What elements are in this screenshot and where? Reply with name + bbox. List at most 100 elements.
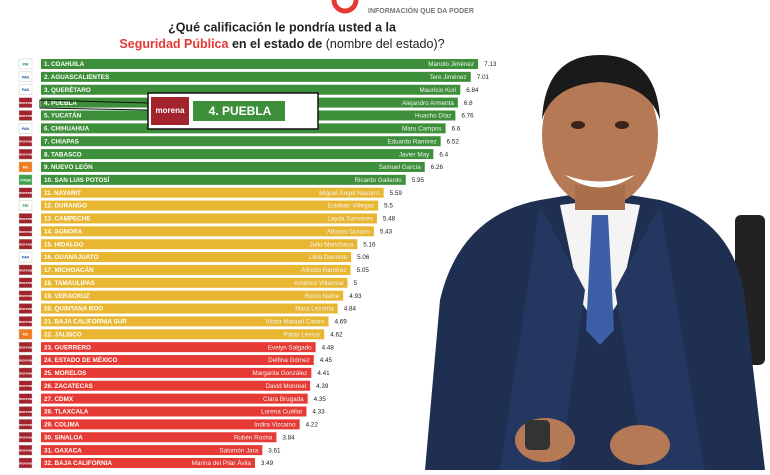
party-icon [18, 380, 33, 391]
party-icon [18, 161, 33, 173]
state-label: 2. AGUASCALIENTES [44, 74, 109, 81]
state-label: 9. NUEVO LEÓN [44, 162, 93, 171]
state-label: 13. CAMPECHE [44, 216, 91, 223]
value-label: 7.13 [484, 61, 497, 68]
governor-label: Mara Lezama [295, 306, 334, 313]
bar [41, 59, 479, 69]
governor-label: Esteban Villegas [327, 203, 374, 210]
state-label: 17. MICHOACÁN [44, 265, 94, 274]
state-label: 12. DURANGO [44, 203, 87, 210]
party-icon [18, 277, 33, 288]
state-label: 1. COAHUILA [44, 61, 85, 68]
state-label: 7. CHIAPAS [44, 138, 79, 145]
state-label: 4. PUEBLA [44, 100, 77, 107]
callout-label: 4. PUEBLA [209, 104, 272, 118]
party-label: morena [19, 461, 33, 465]
value-label: 4.69 [334, 319, 347, 326]
party-icon [18, 123, 33, 134]
state-label: 28. TLAXCALA [44, 409, 89, 416]
state-label: 10. SAN LUIS POTOSÍ [44, 175, 110, 184]
bar [41, 161, 425, 172]
party-icon [18, 316, 33, 327]
bar [41, 290, 344, 301]
bar [41, 393, 308, 404]
party-label: morena [19, 243, 33, 247]
state-label: 5. YUCATÁN [44, 111, 82, 120]
party-label: morena [19, 281, 33, 285]
party-icon [18, 393, 33, 404]
title-line2: Seguridad Pública en el estado de (nombr… [119, 37, 444, 51]
party-label: morena [19, 268, 33, 272]
state-label: 25. MORELOS [44, 370, 86, 377]
governor-label: Marina del Pilar Ávila [192, 458, 252, 467]
bar [41, 316, 329, 327]
value-label: 4.41 [317, 370, 330, 377]
state-label: 32. BAJA CALIFORNIA [44, 460, 112, 467]
governor-label: Alfonso Durazo [327, 228, 371, 235]
state-label: 21. BAJA CALIFORNIA SUR [44, 319, 127, 326]
governor-label: Evelyn Salgado [268, 344, 312, 351]
governor-label: Libia Dennise [309, 254, 348, 261]
value-label: 3.61 [268, 447, 281, 454]
value-label: 3.49 [261, 460, 274, 467]
bar [41, 200, 379, 211]
state-label: 8. TABASCO [44, 151, 82, 158]
governor-label: Ricardo Gallardo [354, 177, 402, 184]
bar [41, 329, 325, 340]
value-label: 5.48 [383, 216, 396, 223]
party-icon [18, 354, 33, 366]
photo [425, 55, 765, 470]
governor-label: Rocío Nahle [305, 293, 340, 300]
governor-label: Javier May [399, 151, 430, 158]
party-label: PAN [22, 75, 30, 79]
governor-label: Miguel Ángel Navarro [319, 188, 380, 197]
bar [41, 432, 277, 443]
bar [41, 136, 441, 147]
title-bold: en el estado de [232, 37, 322, 51]
party-icon [18, 136, 33, 147]
party-icon [18, 71, 33, 83]
value-label: 3.84 [282, 434, 295, 441]
party-icon [18, 226, 33, 237]
bar [41, 71, 471, 82]
party-label: morena [19, 294, 33, 298]
value-label: 4.62 [330, 331, 343, 338]
governor-label: Américo Villarreal [294, 280, 343, 287]
governor-label: Clara Brugada [263, 396, 304, 403]
state-label: 26. ZACATECAS [44, 383, 93, 390]
state-label: 6. CHIHUAHUA [44, 126, 90, 133]
party-icon [18, 444, 33, 456]
party-icon [18, 84, 33, 95]
party-label: morena [19, 436, 33, 440]
party-label: PAN [22, 127, 30, 131]
brand-tagline: INFORMACIÓN QUE DA PODER [368, 6, 474, 15]
party-label: PRI [23, 204, 29, 208]
title-line1: ¿Qué calificación le pondría usted a la [168, 20, 397, 34]
party-icon [18, 341, 33, 353]
value-label: 6.6 [452, 126, 461, 133]
bar [41, 226, 374, 237]
value-label: 6.52 [447, 138, 460, 145]
value-label: 5.05 [357, 267, 370, 274]
title-highlight: Seguridad Pública [119, 37, 229, 51]
governor-label: Pablo Lemus [283, 331, 320, 338]
party-label: morena [19, 410, 33, 414]
party-icon [18, 432, 33, 443]
bar [41, 252, 352, 263]
party-label: morena [19, 449, 33, 453]
governor-label: Mauricio Kuri [420, 87, 457, 94]
governor-label: Tere Jiménez [429, 74, 466, 81]
bar [41, 277, 348, 288]
governor-label: Maru Campos [402, 126, 442, 133]
state-label: 3. QUERÉTARO [44, 85, 91, 94]
party-label: PAN [22, 256, 30, 260]
value-label: 6.76 [461, 113, 474, 120]
state-label: 20. QUINTANA ROO [44, 306, 103, 313]
value-label: 5.16 [363, 241, 376, 248]
governor-label: David Monreal [265, 383, 306, 390]
party-label: morena [19, 346, 33, 350]
bar [41, 303, 338, 314]
party-label: morena [19, 101, 33, 105]
value-label: 7.01 [477, 74, 490, 81]
